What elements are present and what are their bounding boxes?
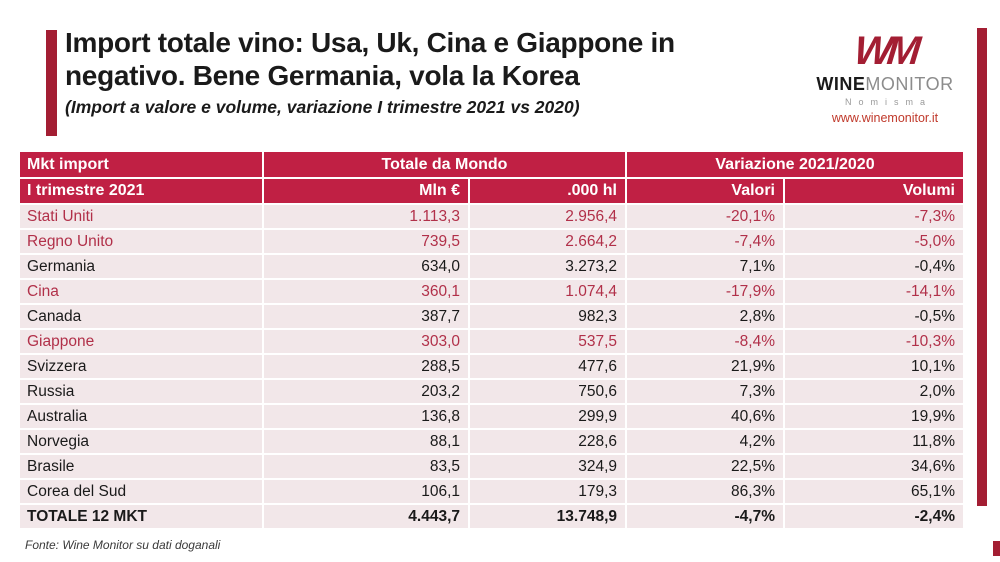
value-cell: 228,6 xyxy=(470,430,625,453)
value-cell: 21,9% xyxy=(627,355,783,378)
value-cell: -0,4% xyxy=(785,255,963,278)
market-cell: Regno Unito xyxy=(20,230,262,253)
left-accent-bar xyxy=(46,30,57,136)
wordmark-wine: WINE xyxy=(816,74,866,94)
table-header-mkt-import: Mkt import xyxy=(20,152,262,177)
value-cell: 2.956,4 xyxy=(470,205,625,228)
value-cell: -14,1% xyxy=(785,280,963,303)
value-cell: 7,3% xyxy=(627,380,783,403)
value-cell: 13.748,9 xyxy=(470,505,625,528)
value-cell: 179,3 xyxy=(470,480,625,503)
market-cell: Brasile xyxy=(20,455,262,478)
table-header-totale-da-mondo: Totale da Mondo xyxy=(264,152,625,177)
market-cell: Corea del Sud xyxy=(20,480,262,503)
value-cell: 2,0% xyxy=(785,380,963,403)
value-cell: -7,4% xyxy=(627,230,783,253)
value-cell: 360,1 xyxy=(264,280,468,303)
table-header-volumi: Volumi xyxy=(785,179,963,203)
market-cell: Australia xyxy=(20,405,262,428)
value-cell: 2,8% xyxy=(627,305,783,328)
value-cell: -0,5% xyxy=(785,305,963,328)
table-header-valori: Valori xyxy=(627,179,783,203)
value-cell: 11,8% xyxy=(785,430,963,453)
value-cell: 982,3 xyxy=(470,305,625,328)
value-cell: 7,1% xyxy=(627,255,783,278)
value-cell: 299,9 xyxy=(470,405,625,428)
value-cell: 634,0 xyxy=(264,255,468,278)
import-table: Mkt import Totale da Mondo Variazione 20… xyxy=(20,152,963,528)
market-cell: Stati Uniti xyxy=(20,205,262,228)
value-cell: 477,6 xyxy=(470,355,625,378)
value-cell: -7,3% xyxy=(785,205,963,228)
market-cell: Canada xyxy=(20,305,262,328)
table-header-variazione: Variazione 2021/2020 xyxy=(627,152,963,177)
value-cell: 83,5 xyxy=(264,455,468,478)
value-cell: -17,9% xyxy=(627,280,783,303)
value-cell: 739,5 xyxy=(264,230,468,253)
value-cell: 40,6% xyxy=(627,405,783,428)
nomisma-label: Nomisma xyxy=(844,97,932,107)
value-cell: 34,6% xyxy=(785,455,963,478)
value-cell: 2.664,2 xyxy=(470,230,625,253)
value-cell: 750,6 xyxy=(470,380,625,403)
right-accent-bar xyxy=(977,28,987,506)
market-cell: Norvegia xyxy=(20,430,262,453)
value-cell: -8,4% xyxy=(627,330,783,353)
value-cell: 19,9% xyxy=(785,405,963,428)
market-cell: Svizzera xyxy=(20,355,262,378)
value-cell: -5,0% xyxy=(785,230,963,253)
market-cell: Giappone xyxy=(20,330,262,353)
source-note: Fonte: Wine Monitor su dati doganali xyxy=(25,538,221,552)
market-cell: Russia xyxy=(20,380,262,403)
value-cell: 106,1 xyxy=(264,480,468,503)
value-cell: 387,7 xyxy=(264,305,468,328)
bottom-right-corner-mark xyxy=(993,541,1000,556)
value-cell: -20,1% xyxy=(627,205,783,228)
winemonitor-monogram-icon: WM xyxy=(852,29,918,73)
value-cell: 1.113,3 xyxy=(264,205,468,228)
winemonitor-logo: WM WINEMONITOR Nomisma www.winemonitor.i… xyxy=(805,28,965,125)
market-cell: TOTALE 12 MKT xyxy=(20,505,262,528)
winemonitor-wordmark: WINEMONITOR xyxy=(805,74,965,94)
market-cell: Germania xyxy=(20,255,262,278)
value-cell: 10,1% xyxy=(785,355,963,378)
value-cell: 88,1 xyxy=(264,430,468,453)
winemonitor-url: www.winemonitor.it xyxy=(831,111,939,125)
value-cell: 288,5 xyxy=(264,355,468,378)
value-cell: -4,7% xyxy=(627,505,783,528)
slide-title-line1: Import totale vino: Usa, Uk, Cina e Giap… xyxy=(65,27,675,58)
slide-subtitle: (Import a valore e volume, variazione I … xyxy=(65,97,580,117)
value-cell: 324,9 xyxy=(470,455,625,478)
value-cell: 537,5 xyxy=(470,330,625,353)
value-cell: 203,2 xyxy=(264,380,468,403)
table-header-mln-eur: Mln € xyxy=(264,179,468,203)
wordmark-monitor: MONITOR xyxy=(865,74,954,94)
table-header-000hl: .000 hl xyxy=(470,179,625,203)
value-cell: 86,3% xyxy=(627,480,783,503)
value-cell: 65,1% xyxy=(785,480,963,503)
value-cell: 4,2% xyxy=(627,430,783,453)
value-cell: 4.443,7 xyxy=(264,505,468,528)
slide-title-line2: negativo. Bene Germania, vola la Korea xyxy=(65,60,580,91)
table-header-trimestre: I trimestre 2021 xyxy=(20,179,262,203)
title-block: Import totale vino: Usa, Uk, Cina e Giap… xyxy=(65,26,815,118)
value-cell: -2,4% xyxy=(785,505,963,528)
value-cell: 1.074,4 xyxy=(470,280,625,303)
market-cell: Cina xyxy=(20,280,262,303)
value-cell: 3.273,2 xyxy=(470,255,625,278)
value-cell: 303,0 xyxy=(264,330,468,353)
value-cell: 22,5% xyxy=(627,455,783,478)
value-cell: 136,8 xyxy=(264,405,468,428)
value-cell: -10,3% xyxy=(785,330,963,353)
